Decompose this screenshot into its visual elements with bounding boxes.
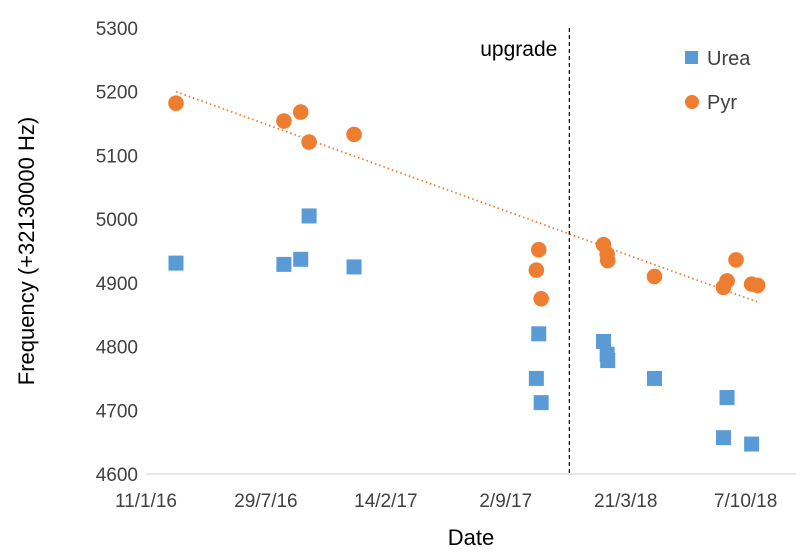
pyr-point: [292, 104, 309, 120]
pyr-point: [168, 95, 184, 111]
x-tick-label: 7/10/18: [714, 491, 777, 512]
x-tick-label: 11/1/16: [115, 491, 177, 512]
urea-point: [600, 353, 616, 369]
x-axis-ticks: 11/1/16 29/7/16 14/2/17 2/9/17 21/3/18 7/10/1…: [115, 491, 777, 512]
legend-urea-label: Urea: [707, 48, 751, 70]
urea-point: [168, 255, 184, 271]
urea-point: [646, 370, 662, 386]
urea-series: [168, 208, 760, 452]
urea-point: [301, 208, 317, 224]
urea-point: [346, 259, 362, 275]
urea-point: [744, 436, 760, 452]
x-tick-label: 21/3/18: [594, 491, 657, 512]
urea-point: [531, 326, 547, 342]
y-tick-label: 4600: [96, 465, 138, 486]
pyr-point: [528, 262, 545, 278]
pyr-point: [276, 113, 292, 129]
pyr-point: [599, 252, 616, 269]
urea-point: [528, 370, 544, 386]
x-tick-label: 14/2/17: [354, 491, 417, 512]
pyr-point: [530, 241, 547, 258]
pyr-point: [346, 126, 362, 143]
urea-point: [276, 256, 292, 272]
y-tick-label: 4800: [96, 338, 138, 359]
legend-pyr-label: Pyr: [707, 92, 737, 114]
x-axis-title: Date: [448, 525, 494, 550]
x-tick-label: 29/7/16: [234, 491, 297, 512]
y-axis-ticks: 4600 4700 4800 4900 5000 5100 5200 5300: [96, 19, 138, 486]
pyr-trendline: [175, 90, 758, 303]
pyr-point: [719, 273, 735, 289]
y-tick-label: 4700: [96, 401, 138, 422]
upgrade-annotation: upgrade: [480, 38, 557, 61]
pyr-point: [646, 268, 663, 285]
y-tick-label: 5200: [96, 83, 138, 104]
pyr-point: [728, 252, 744, 268]
urea-point: [596, 333, 612, 349]
urea-point: [715, 430, 731, 446]
y-tick-label: 4900: [96, 274, 138, 295]
pyr-point: [749, 277, 766, 294]
y-tick-label: 5100: [96, 146, 138, 167]
x-tick-label: 2/9/17: [479, 491, 532, 512]
pyr-point: [301, 134, 317, 150]
urea-point: [719, 390, 735, 406]
urea-point: [293, 251, 309, 267]
urea-point: [533, 395, 549, 411]
y-axis-title: Frequency (+32130000 Hz): [14, 117, 39, 385]
legend-pyr-marker: [685, 95, 699, 109]
pyr-point: [533, 290, 549, 307]
legend: Urea Pyr: [685, 48, 751, 114]
legend-urea-marker: [685, 51, 698, 64]
pyr-series: [168, 95, 766, 307]
y-tick-label: 5000: [96, 210, 138, 231]
y-tick-label: 5300: [96, 19, 138, 40]
